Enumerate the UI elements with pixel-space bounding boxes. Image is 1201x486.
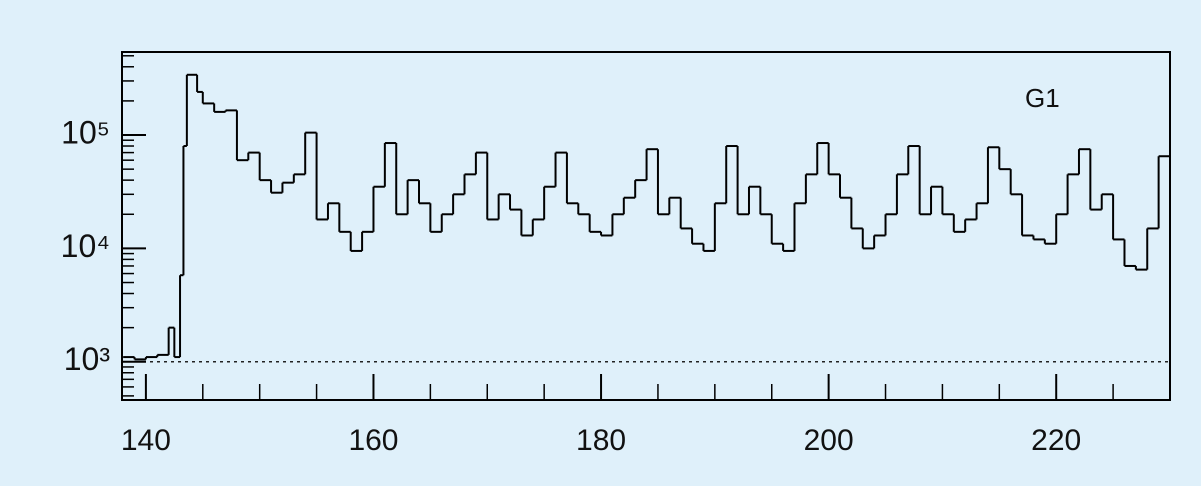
y-tick-label: 10⁴: [61, 228, 110, 264]
y-tick-label: 10³: [64, 341, 111, 377]
y-tick-label: 10⁵: [61, 114, 110, 150]
plot-frame: [121, 51, 1171, 401]
annotation: G1: [1025, 83, 1060, 113]
x-tick-label: 200: [804, 424, 854, 457]
x-tick-label: 220: [1031, 424, 1081, 457]
x-tick-label: 180: [576, 424, 626, 457]
x-tick-label: 140: [121, 424, 171, 457]
x-tick-label: 160: [348, 424, 398, 457]
